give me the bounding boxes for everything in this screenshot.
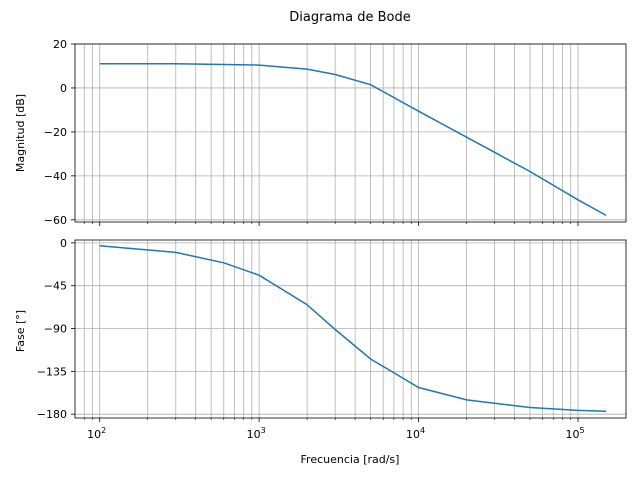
magnitude-y-tick-label: −40 <box>44 170 67 183</box>
magnitude-y-axis-label: Magnitud [dB] <box>14 94 27 172</box>
magnitude-panel: 20 0 −20 −40 −60 <box>44 38 627 227</box>
phase-panel: 0 −45 −90 −135 −180 102 103 104 105 <box>37 237 627 441</box>
chart-title: Diagrama de Bode <box>289 10 410 25</box>
phase-y-tick-label: 0 <box>60 237 67 250</box>
phase-series-line <box>99 244 607 413</box>
phase-y-tick-label: −180 <box>37 408 67 421</box>
phase-y-tick-label: −90 <box>44 323 67 336</box>
x-tick-label: 102 <box>87 426 106 441</box>
magnitude-axes-frame <box>74 43 627 223</box>
magnitude-y-tick-label: 0 <box>60 82 67 95</box>
phase-axes-frame <box>74 239 627 419</box>
phase-y-tick-label: −135 <box>37 365 67 378</box>
magnitude-y-tick-label: −60 <box>44 214 67 227</box>
x-tick-label: 104 <box>406 426 425 441</box>
x-tick-label: 103 <box>247 426 266 441</box>
x-axis-label: Frecuencia [rad/s] <box>301 453 400 466</box>
magnitude-y-tick-label: −20 <box>44 126 67 139</box>
phase-y-tick-label: −45 <box>44 280 67 293</box>
magnitude-y-tick-label: 20 <box>53 38 67 51</box>
x-tick-label: 105 <box>565 426 584 441</box>
magnitude-series-line <box>99 63 607 217</box>
phase-y-axis-label: Fase [°] <box>14 310 27 352</box>
